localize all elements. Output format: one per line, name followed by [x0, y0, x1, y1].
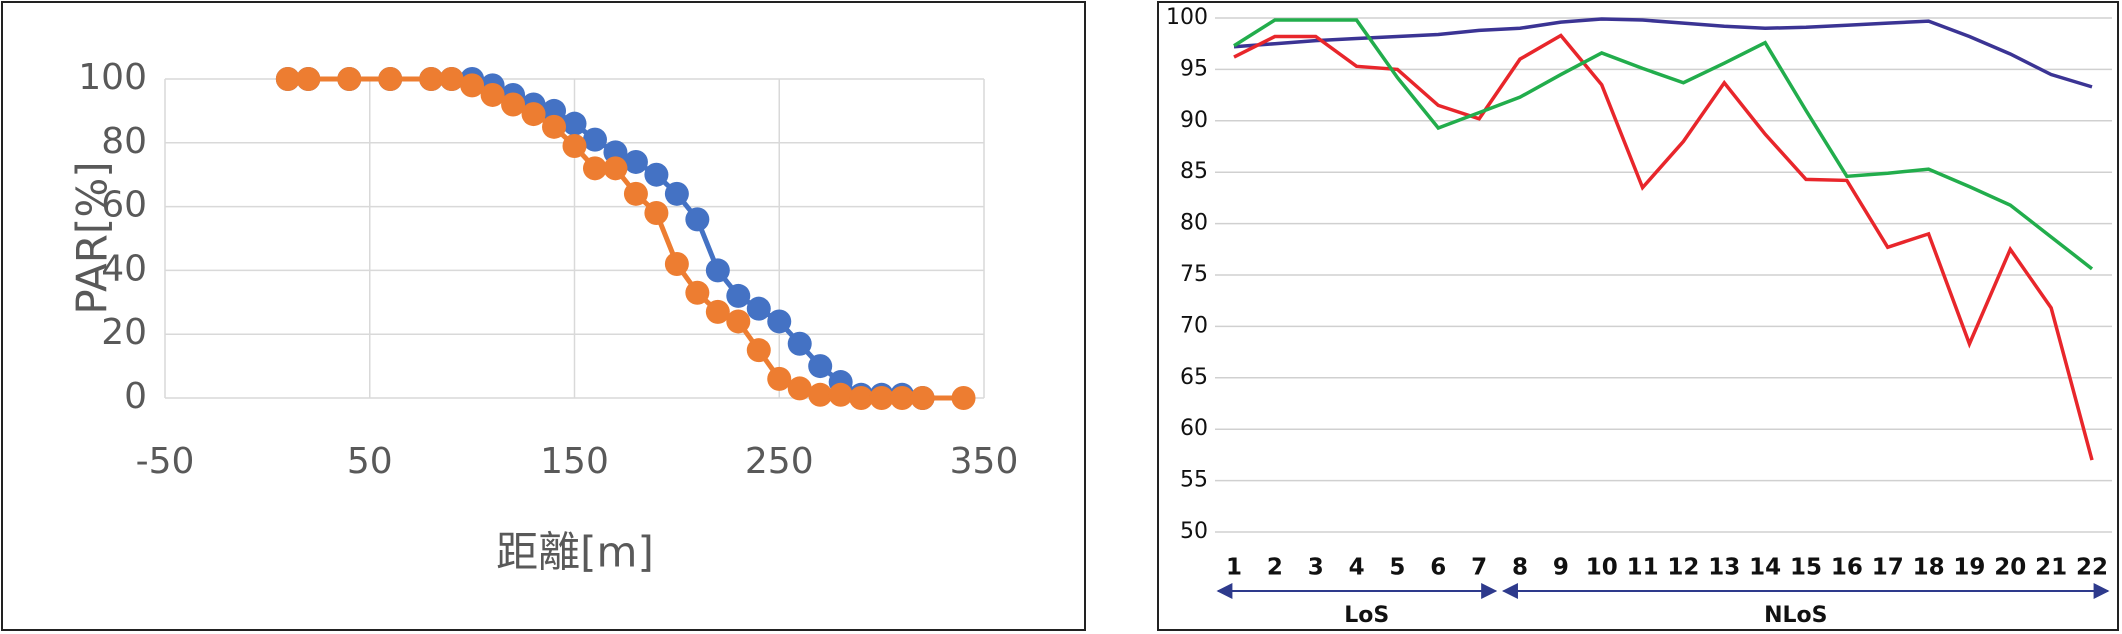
- x-tick-label: 50: [347, 441, 393, 482]
- data-point: [808, 382, 833, 407]
- x-tick-label: 19: [1953, 555, 1985, 581]
- y-tick-label: 100: [1166, 5, 1208, 30]
- data-point: [869, 386, 894, 410]
- data-point: [685, 207, 710, 232]
- y-tick-label: 60: [1180, 416, 1208, 441]
- x-tick-label: 15: [1790, 555, 1822, 581]
- data-point: [623, 149, 648, 174]
- x-tick-label: 18: [1913, 555, 1945, 581]
- data-point: [521, 102, 546, 127]
- x-axis-title: 距離[m]: [496, 528, 654, 577]
- right-panel: [1157, 1, 2119, 631]
- x-tick-label: 21: [2035, 555, 2067, 581]
- y-tick-label: 75: [1180, 262, 1208, 287]
- x-tick-label: 10: [1586, 555, 1618, 581]
- data-point: [582, 127, 607, 152]
- x-tick-label: 3: [1308, 555, 1324, 581]
- data-point: [808, 354, 833, 379]
- x-tick-label: 16: [1831, 555, 1863, 581]
- data-point: [623, 181, 648, 206]
- data-point: [664, 181, 689, 206]
- data-point: [603, 156, 628, 181]
- data-point: [562, 133, 587, 158]
- y-tick-label: 70: [1180, 313, 1208, 338]
- data-point: [644, 200, 669, 225]
- y-tick-label: 40: [101, 248, 147, 289]
- data-point: [767, 366, 792, 391]
- series-line: [1233, 33, 2094, 461]
- y-tick-label: 80: [1180, 211, 1208, 236]
- data-point: [767, 309, 792, 334]
- data-point: [787, 376, 812, 401]
- y-tick-label: 100: [78, 57, 147, 98]
- x-tick-label: 17: [1872, 555, 1904, 581]
- x-tick-label: 5: [1389, 555, 1405, 581]
- x-tick-label: 250: [745, 441, 814, 482]
- data-point: [501, 92, 526, 117]
- y-tick-label: 95: [1180, 56, 1208, 81]
- data-point: [726, 283, 751, 308]
- data-point: [726, 309, 751, 334]
- data-point: [828, 382, 853, 407]
- data-point: [460, 73, 485, 98]
- data-point: [378, 67, 403, 91]
- x-tick-label: 2: [1267, 555, 1283, 581]
- x-tick-label: 12: [1667, 555, 1699, 581]
- y-tick-label: 60: [101, 185, 147, 226]
- data-point: [664, 252, 689, 277]
- x-tick-label: 8: [1512, 555, 1528, 581]
- data-point: [787, 331, 812, 356]
- data-point: [337, 67, 362, 91]
- data-point: [705, 299, 730, 324]
- data-point: [419, 67, 444, 91]
- x-tick-label: 1: [1226, 555, 1242, 581]
- y-tick-label: 85: [1180, 159, 1208, 184]
- x-tick-label: 150: [540, 441, 609, 482]
- data-point: [951, 386, 976, 410]
- y-tick-label: 0: [124, 376, 147, 417]
- data-point: [582, 156, 607, 181]
- x-tick-label: 6: [1430, 555, 1446, 581]
- data-point: [480, 82, 505, 107]
- data-point: [542, 114, 567, 139]
- annotation: NLoS: [1764, 603, 1827, 628]
- y-tick-label: 90: [1180, 108, 1208, 133]
- y-tick-label: 20: [101, 312, 147, 353]
- data-point: [644, 162, 669, 187]
- x-tick-label: 20: [1994, 555, 2026, 581]
- data-point: [296, 67, 321, 91]
- data-point: [910, 386, 935, 410]
- y-axis-title: PAR[%]: [68, 161, 117, 314]
- y-tick-label: 55: [1180, 468, 1208, 493]
- x-tick-label: 9: [1553, 555, 1569, 581]
- data-point: [849, 386, 874, 410]
- x-tick-label: 4: [1349, 555, 1365, 581]
- data-point: [705, 258, 730, 283]
- x-tick-label: 22: [2076, 555, 2108, 581]
- data-point: [275, 67, 300, 91]
- x-tick-label: 350: [950, 441, 1019, 482]
- x-tick-label: 14: [1749, 555, 1781, 581]
- y-tick-label: 65: [1180, 365, 1208, 390]
- series-line: [1233, 18, 2094, 271]
- x-tick-label: 7: [1471, 555, 1487, 581]
- y-tick-label: 50: [1180, 519, 1208, 544]
- data-point: [890, 386, 915, 410]
- series-line: [1233, 17, 2093, 89]
- data-point: [685, 280, 710, 305]
- data-point: [746, 296, 771, 321]
- x-tick-label: 11: [1627, 555, 1659, 581]
- x-tick-label: -50: [136, 441, 195, 482]
- data-point: [439, 67, 464, 91]
- x-tick-label: 13: [1708, 555, 1740, 581]
- y-tick-label: 80: [101, 121, 147, 162]
- data-point: [746, 338, 771, 363]
- data-point: [562, 111, 587, 136]
- annotation: LoS: [1344, 603, 1389, 628]
